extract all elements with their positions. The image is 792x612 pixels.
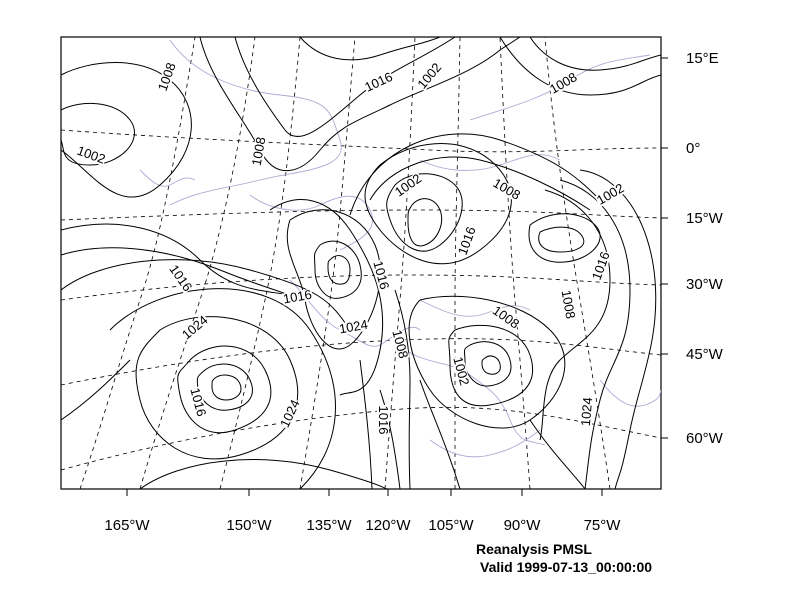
longitude-label: 105°W bbox=[428, 517, 474, 534]
latitude-axis: 15°E 0° 15°W 30°W 45°W 60°W bbox=[661, 50, 724, 447]
contour-label: 1016 bbox=[370, 259, 392, 291]
contour-label: 1008 bbox=[389, 328, 411, 360]
longitude-label: 90°W bbox=[504, 517, 542, 534]
longitude-label: 75°W bbox=[584, 517, 622, 534]
lat-lon-grid bbox=[61, 37, 661, 489]
caption-title: Reanalysis PMSL bbox=[476, 541, 592, 557]
contour-label: 1024 bbox=[578, 397, 595, 427]
contour-label: 1016 bbox=[282, 287, 313, 307]
longitude-axis: 165°W 150°W 135°W 120°W 105°W 90°W 75°W bbox=[104, 489, 621, 534]
contour-label: 1008 bbox=[249, 136, 269, 167]
contour-label: 1008 bbox=[559, 289, 579, 320]
pressure-contours bbox=[61, 37, 661, 489]
latitude-label: 0° bbox=[686, 140, 700, 157]
longitude-label: 120°W bbox=[365, 517, 411, 534]
map-frame bbox=[60, 36, 662, 490]
caption-valid-time: Valid 1999-07-13_00:00:00 bbox=[480, 559, 653, 575]
latitude-label: 15°W bbox=[686, 210, 724, 227]
contour-label: 1016 bbox=[187, 386, 209, 418]
latitude-label: 15°E bbox=[686, 50, 719, 67]
latitude-label: 60°W bbox=[686, 430, 724, 447]
longitude-label: 135°W bbox=[306, 517, 352, 534]
contour-label: 1002 bbox=[450, 355, 472, 387]
contour-label: 1024 bbox=[338, 317, 369, 337]
longitude-label: 150°W bbox=[226, 517, 272, 534]
latitude-label: 30°W bbox=[686, 276, 724, 293]
latitude-label: 45°W bbox=[686, 346, 724, 363]
longitude-label: 165°W bbox=[104, 517, 150, 534]
contour-label: 1016 bbox=[376, 406, 391, 435]
